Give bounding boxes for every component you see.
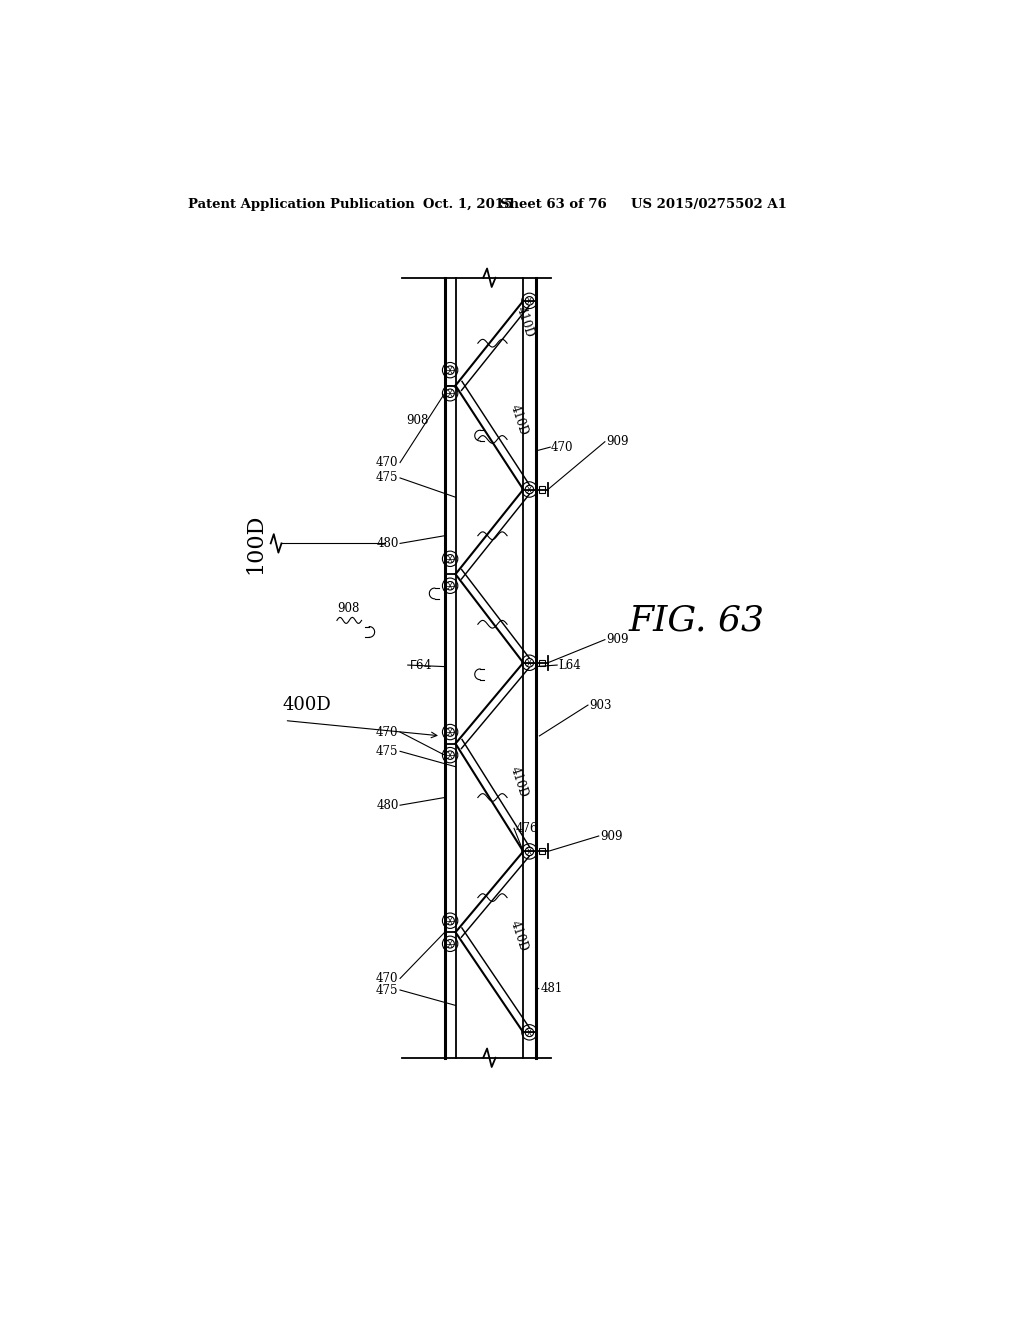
Circle shape — [442, 385, 458, 401]
Text: 909: 909 — [606, 436, 629, 449]
Circle shape — [521, 1024, 538, 1040]
Text: 410D: 410D — [508, 403, 530, 437]
Text: 410D: 410D — [514, 305, 537, 339]
Text: 480: 480 — [376, 537, 398, 550]
Circle shape — [442, 936, 458, 952]
Text: 100D: 100D — [245, 513, 266, 574]
Text: L64: L64 — [559, 659, 582, 672]
Circle shape — [442, 913, 458, 928]
Text: 475: 475 — [376, 744, 398, 758]
Text: US 2015/0275502 A1: US 2015/0275502 A1 — [631, 198, 786, 211]
Text: 909: 909 — [600, 829, 623, 842]
Circle shape — [442, 363, 458, 378]
Text: 475: 475 — [376, 471, 398, 484]
Text: FIG. 63: FIG. 63 — [629, 603, 765, 638]
Text: 470: 470 — [551, 441, 573, 454]
Circle shape — [442, 578, 458, 594]
Text: 903: 903 — [590, 698, 612, 711]
Text: 410D: 410D — [508, 919, 530, 953]
Text: Oct. 1, 2015: Oct. 1, 2015 — [423, 198, 513, 211]
Text: 400D: 400D — [283, 696, 331, 714]
Circle shape — [442, 552, 458, 566]
Text: $\Gamma$64: $\Gamma$64 — [410, 659, 432, 672]
Text: 470: 470 — [376, 972, 398, 985]
Text: 481: 481 — [541, 982, 562, 995]
Text: 909: 909 — [606, 634, 629, 647]
Text: 470: 470 — [376, 726, 398, 739]
Text: 908: 908 — [407, 413, 429, 426]
Bar — [539, 487, 545, 492]
Text: 480: 480 — [376, 799, 398, 812]
Text: 476: 476 — [515, 822, 538, 834]
Text: 410D: 410D — [508, 766, 530, 799]
Circle shape — [521, 655, 538, 671]
Circle shape — [442, 747, 458, 763]
Circle shape — [442, 725, 458, 739]
Text: 475: 475 — [376, 983, 398, 997]
Bar — [539, 660, 545, 665]
Text: Patent Application Publication: Patent Application Publication — [188, 198, 415, 211]
Text: 908: 908 — [337, 602, 359, 615]
Text: Sheet 63 of 76: Sheet 63 of 76 — [500, 198, 607, 211]
Bar — [539, 849, 545, 854]
Circle shape — [521, 843, 538, 859]
Circle shape — [521, 293, 538, 309]
Text: 470: 470 — [376, 455, 398, 469]
Circle shape — [521, 482, 538, 498]
